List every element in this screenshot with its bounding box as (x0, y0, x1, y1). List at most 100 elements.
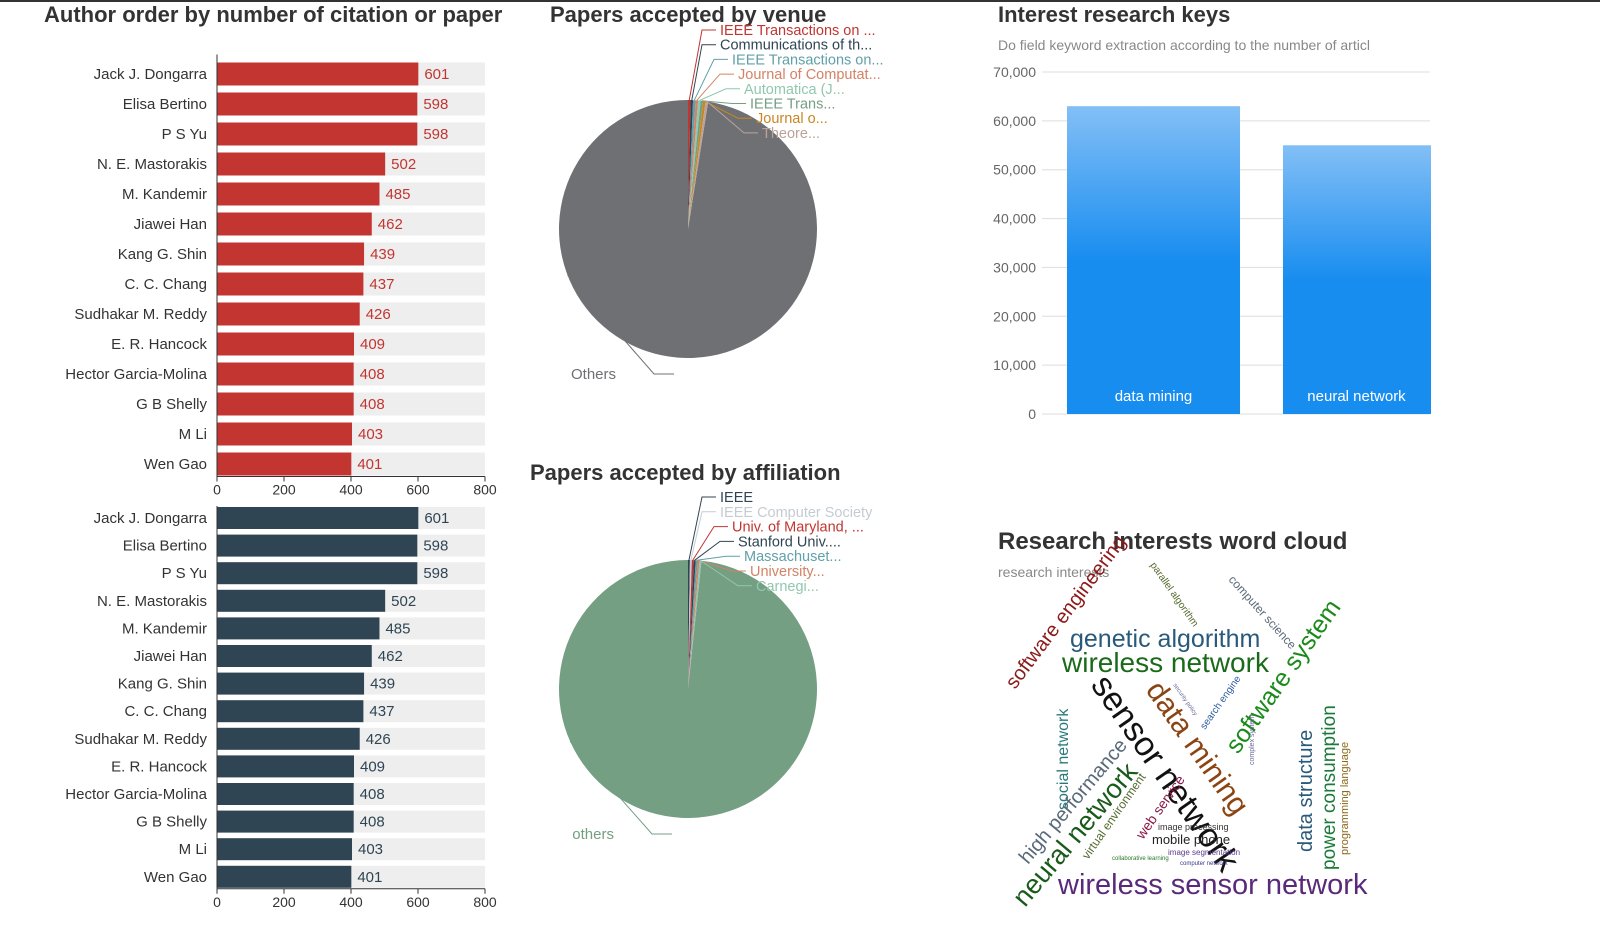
author-name-label: Kang G. Shin (118, 676, 207, 693)
bar-value-label: 598 (423, 96, 448, 113)
author-paper-bar-chart: Jack J. Dongarra 601 Elisa Bertino 598 P S Y… (65, 506, 497, 910)
word-cloud-word: image segmentation (1168, 848, 1240, 857)
author-name-label: P S Yu (162, 126, 207, 143)
pie-label-line (696, 555, 740, 561)
word-cloud-word: data structure (1295, 730, 1317, 852)
pie-label-line (690, 511, 716, 561)
bar-value-label: 401 (357, 869, 382, 886)
word-cloud-word: programming language (1339, 742, 1351, 855)
author-bar (217, 783, 354, 805)
pie-label-line (704, 100, 752, 119)
pie-slice-label: IEEE Computer Society (720, 505, 873, 521)
interest-panel-title: Interest research keys (998, 2, 1231, 27)
pie-label-line (700, 560, 752, 587)
author-bar (217, 182, 380, 206)
author-bar (217, 534, 418, 557)
pie-label-line (569, 741, 672, 835)
pie-slice (688, 560, 690, 689)
x-tick-label: 0 (213, 894, 221, 910)
x-tick-label: 200 (272, 482, 296, 498)
author-name-label: Sudhakar M. Reddy (74, 731, 207, 748)
bar-value-label: 439 (370, 676, 395, 693)
bar-value-label: 502 (391, 593, 416, 610)
author-ranking-panel: Author order by number of citation or pa… (0, 0, 545, 941)
author-name-label: M Li (179, 841, 207, 858)
word-cloud-word: power consumption (1319, 705, 1340, 870)
author-bar (217, 838, 353, 861)
pie-slice-label: IEEE (720, 490, 753, 506)
pie-slice-label: Journal o... (756, 111, 828, 127)
author-bar (217, 865, 352, 888)
word-cloud-word: image processing (1158, 822, 1229, 832)
y-tick-label: 50,000 (993, 162, 1036, 178)
y-tick-label: 70,000 (993, 64, 1036, 80)
pie-label-line (698, 559, 746, 572)
x-tick-label: 200 (272, 894, 296, 910)
y-tick-label: 60,000 (993, 113, 1036, 129)
interest-bar (1067, 106, 1240, 414)
pie-label-line (694, 540, 734, 561)
pie-slice-label: Theore... (762, 126, 820, 142)
x-tick-label: 800 (473, 482, 497, 498)
bar-value-label: 408 (360, 814, 385, 831)
pie-slice (688, 100, 704, 229)
bar-value-label: 598 (423, 565, 448, 582)
author-name-label: Hector Garcia-Molina (65, 786, 207, 803)
author-bar (217, 700, 364, 723)
interest-bar (1283, 145, 1431, 415)
author-bar (217, 392, 354, 416)
author-name-label: Sudhakar M. Reddy (74, 306, 207, 323)
pie-slice-label: Massachuset... (744, 549, 842, 565)
y-tick-label: 20,000 (993, 308, 1036, 324)
x-tick-label: 400 (339, 894, 363, 910)
author-name-label: Jiawei Han (134, 216, 207, 233)
pie-others-label: Others (571, 366, 616, 383)
pie-label-line (688, 496, 716, 561)
pie-label-line (692, 526, 728, 561)
word-cloud-word: parallel algorithm (1148, 560, 1201, 629)
author-name-label: Elisa Bertino (123, 96, 207, 113)
author-bar (217, 589, 386, 612)
pie-slice-label: Communications of th... (720, 38, 872, 54)
pie-slice (688, 100, 706, 230)
y-tick-label: 0 (1028, 406, 1036, 422)
author-name-label: N. E. Mastorakis (97, 156, 207, 173)
pie-slice (688, 100, 701, 229)
pie-label-line (693, 58, 728, 101)
author-bar (217, 755, 355, 778)
bar-value-label: 598 (423, 538, 448, 555)
bar-value-label: 598 (423, 126, 448, 143)
author-bar (217, 332, 355, 356)
word-cloud-word: mobile phone (1152, 832, 1230, 847)
pie-slice-label: Carnegi... (756, 579, 819, 595)
pie-slice-label: Automatica (J... (744, 82, 845, 98)
wordcloud-panel: Research interests word cloud research i… (990, 520, 1600, 941)
bar-value-label: 409 (360, 758, 385, 775)
bar-value-label: 437 (369, 276, 394, 293)
pie-slice (688, 560, 702, 689)
pie-label-line (701, 100, 746, 104)
bar-value-label: 502 (391, 156, 416, 173)
pie-slice-label: IEEE Transactions on ... (720, 23, 876, 39)
bar-value-label: 437 (369, 703, 394, 720)
interest-bar-label: neural network (1307, 388, 1406, 405)
pie-slice (688, 560, 696, 689)
bar-value-label: 426 (366, 731, 391, 748)
pie-label-line (691, 44, 716, 101)
author-name-label: E. R. Hancock (111, 758, 207, 775)
author-bar (217, 810, 354, 833)
interest-bar-chart: 0 10,000 20,000 30,000 40,000 50,000 60,000 70,… (993, 64, 1431, 422)
word-cloud-word: wireless network (1061, 647, 1270, 678)
author-bar (217, 672, 365, 695)
pie-slice (688, 100, 694, 229)
pie-label-line (706, 101, 758, 134)
word-cloud-word: wireless sensor network (1057, 869, 1368, 901)
bar-value-label: 462 (378, 648, 403, 665)
bar-value-label: 485 (385, 186, 410, 203)
x-tick-label: 600 (406, 482, 430, 498)
author-name-label: Jack J. Dongarra (94, 510, 208, 527)
bar-value-label: 401 (357, 456, 382, 473)
pie-label-line (699, 88, 740, 101)
author-name-label: Elisa Bertino (123, 538, 207, 555)
